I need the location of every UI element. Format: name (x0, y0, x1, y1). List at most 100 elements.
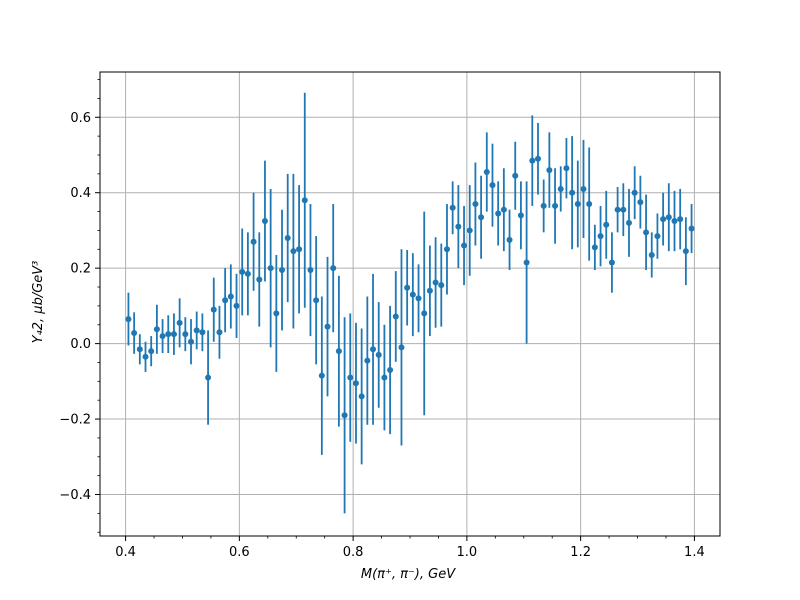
data-point (506, 236, 513, 243)
y-tick-label: 0.2 (70, 262, 91, 277)
data-point (591, 244, 598, 251)
data-point (432, 279, 439, 286)
data-point (608, 259, 615, 266)
data-point (239, 268, 246, 275)
data-point (552, 202, 559, 209)
data-point (131, 330, 138, 337)
data-point (421, 310, 428, 317)
data-point (381, 374, 388, 381)
data-point (574, 201, 581, 208)
data-point (665, 214, 672, 221)
data-point (404, 284, 411, 291)
data-point (216, 329, 223, 336)
data-point (569, 189, 576, 196)
x-tick-label: 1.0 (457, 545, 478, 560)
data-point (631, 189, 638, 196)
data-point (250, 238, 257, 245)
data-point (222, 297, 229, 304)
grid (100, 72, 720, 536)
data-point (563, 165, 570, 172)
data-point (273, 310, 280, 317)
x-tick-label: 0.4 (115, 545, 136, 560)
data-point (443, 246, 450, 253)
data-point (296, 246, 303, 253)
data-point (193, 327, 200, 334)
data-point (170, 331, 177, 338)
data-point (466, 227, 473, 234)
data-point (182, 331, 189, 338)
data-point (341, 412, 348, 419)
data-point (352, 380, 359, 387)
data-point (205, 374, 212, 381)
data-point (472, 201, 479, 208)
data-point (540, 202, 547, 209)
data-point (455, 223, 462, 230)
data-point (620, 206, 627, 213)
y-tick-label: 0.6 (70, 111, 91, 126)
data-point (301, 197, 308, 204)
y-axis-ticks: −0.4 −0.2 0.0 0.2 0.4 0.6 (59, 79, 100, 533)
data-point (398, 344, 405, 351)
data-point (136, 346, 143, 353)
x-tick-label: 1.4 (684, 545, 705, 560)
data-point (244, 270, 251, 277)
y-tick-label: −0.2 (59, 413, 91, 428)
x-tick-label: 0.6 (229, 545, 250, 560)
x-tick-label: 1.2 (570, 545, 591, 560)
data-point (546, 167, 553, 174)
data-point (483, 168, 490, 175)
data-point (233, 302, 240, 309)
data-point (478, 214, 485, 221)
data-point (648, 251, 655, 258)
data-point (449, 204, 456, 211)
data-points (125, 155, 695, 419)
data-point (279, 267, 286, 274)
data-point (625, 219, 632, 226)
data-point (358, 393, 365, 400)
data-point (148, 348, 155, 355)
x-tick-label: 0.8 (343, 545, 364, 560)
data-point (256, 276, 263, 283)
data-point (580, 185, 587, 192)
data-point (409, 291, 416, 298)
data-point (335, 348, 342, 355)
x-axis-label: M(π⁺, π⁻), GeV (361, 567, 456, 582)
data-point (370, 346, 377, 353)
data-point (597, 233, 604, 240)
data-point (534, 155, 541, 162)
data-point (517, 212, 524, 219)
data-point (165, 331, 172, 338)
data-point (290, 248, 297, 255)
data-point (307, 267, 314, 274)
data-point (261, 218, 268, 225)
data-point (375, 351, 382, 358)
data-point (199, 329, 206, 336)
data-point (671, 218, 678, 225)
data-point (529, 157, 536, 164)
data-point (125, 316, 132, 323)
data-point (153, 326, 160, 333)
data-point (324, 323, 331, 330)
data-point (284, 234, 291, 241)
data-point (438, 282, 445, 289)
data-point (210, 306, 217, 313)
data-point (347, 374, 354, 381)
data-point (495, 210, 502, 217)
data-point (637, 199, 644, 206)
data-point (426, 287, 433, 294)
data-point (682, 248, 689, 255)
data-point (364, 357, 371, 364)
data-point (660, 216, 667, 223)
data-point (267, 265, 274, 272)
data-point (159, 333, 166, 340)
data-point (318, 372, 325, 379)
data-point (654, 233, 661, 240)
data-point (387, 367, 394, 374)
data-point (677, 216, 684, 223)
data-point (557, 185, 564, 192)
data-point (188, 338, 195, 345)
data-point (227, 293, 234, 300)
x-axis-ticks: 0.4 0.6 0.8 1.0 1.2 1.4 (115, 536, 705, 560)
